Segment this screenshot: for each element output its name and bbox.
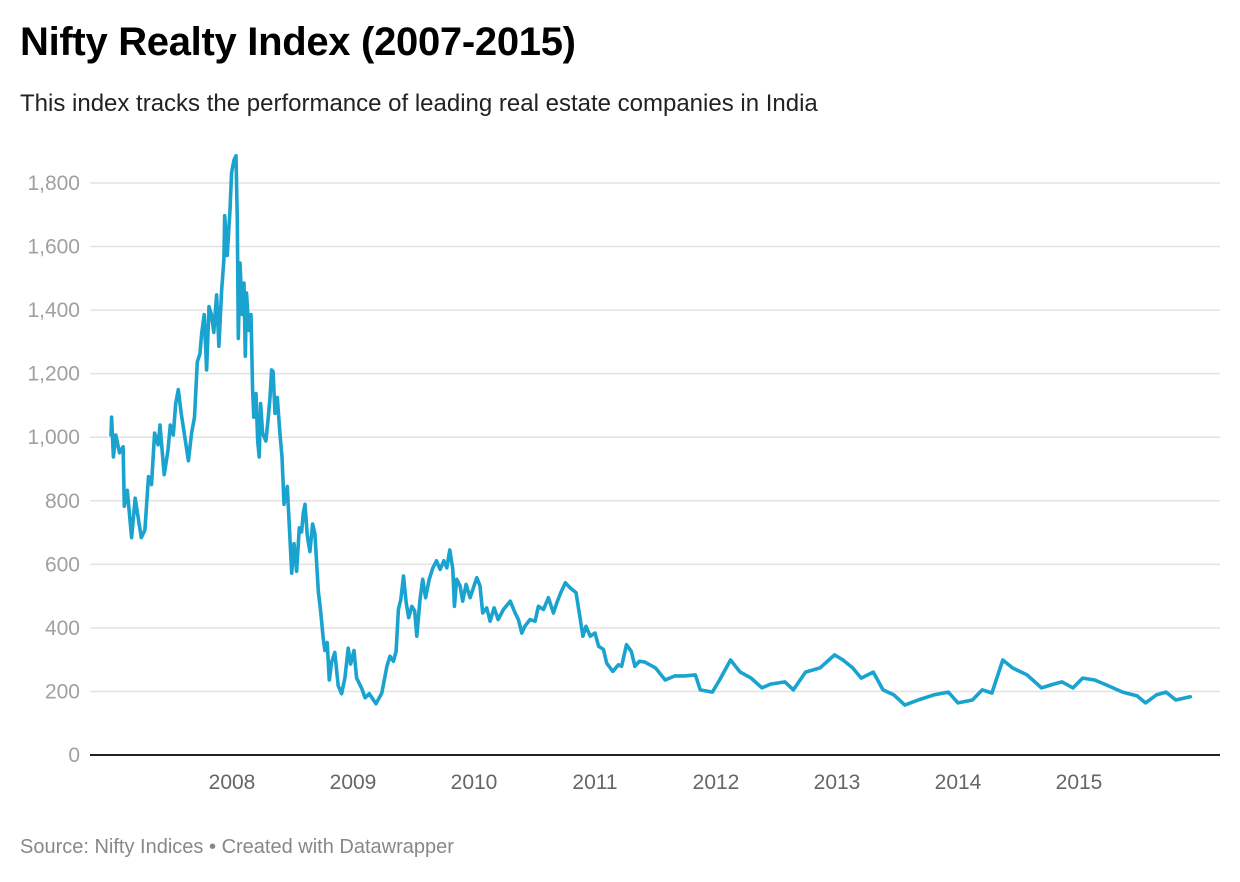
y-tick-label: 400 [45,617,80,640]
chart-subtitle: This index tracks the performance of lea… [20,90,818,117]
x-axis-ticks: 2008 2009 2010 2011 2012 2013 2014 2015 [209,771,1103,794]
x-tick-label: 2015 [1056,771,1103,794]
x-tick-label: 2008 [209,771,256,794]
y-tick-label: 1,000 [27,426,80,449]
separator: • [208,836,216,858]
gridlines [90,182,1220,693]
x-tick-label: 2011 [572,771,617,794]
y-tick-label: 1,600 [27,236,80,259]
x-tick-label: 2012 [693,771,740,794]
x-tick-label: 2010 [451,771,498,794]
y-tick-label: 1,800 [27,172,80,195]
y-tick-label: 1,200 [27,363,80,386]
y-tick-label: 200 [45,680,80,703]
series-line-nifty-realty [109,153,1193,707]
source-text: Source: Nifty Indices [20,836,204,858]
y-tick-label: 1,400 [27,299,80,322]
x-tick-label: 2013 [814,771,861,794]
y-tick-label: 0 [68,744,80,767]
credit-text: Created with Datawrapper [221,836,454,858]
x-tick-label: 2014 [935,771,982,794]
y-axis-ticks: 0 200 400 600 800 1,000 1,200 1,400 1,600 1,800 [27,172,80,767]
y-tick-label: 600 [45,553,80,576]
chart-title: Nifty Realty Index (2007-2015) [20,20,576,64]
x-tick-label: 2009 [330,771,377,794]
y-tick-label: 800 [45,490,80,513]
footer: Source: Nifty Indices • Created with Dat… [20,836,454,859]
